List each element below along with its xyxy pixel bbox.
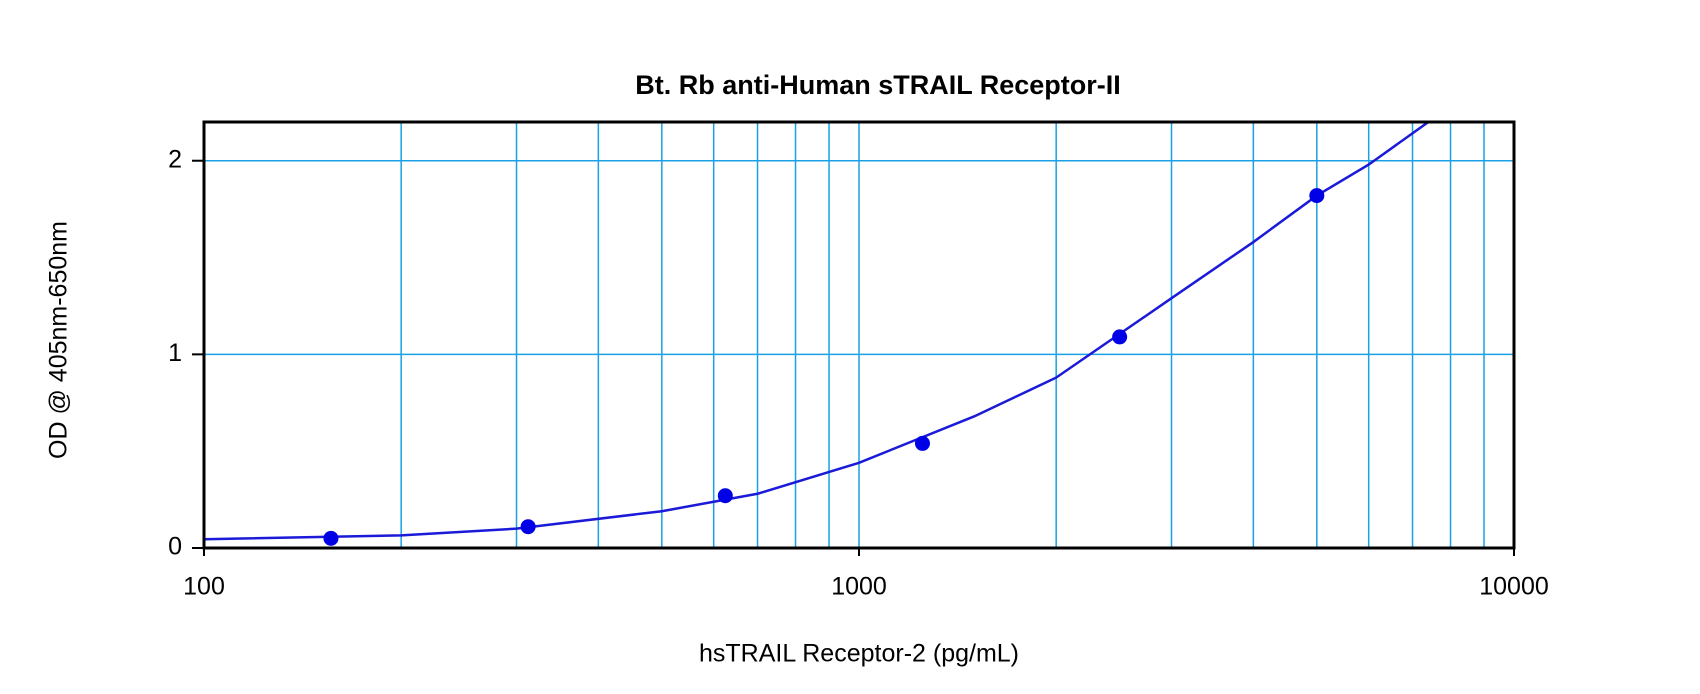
chart-title: Bt. Rb anti-Human sTRAIL Receptor-II [635,70,1121,100]
data-point [323,530,339,546]
x-tick-label: 1000 [831,573,887,601]
data-point [717,488,733,504]
x-axis-label: hsTRAIL Receptor-2 (pg/mL) [699,640,1019,668]
data-point [520,519,536,535]
x-tick-label: 100 [183,573,225,601]
plot-marks [203,120,1430,546]
y-tick-label: 1 [168,339,182,367]
y-tick-label: 0 [168,533,182,561]
data-point [914,435,930,451]
y-tick-label: 2 [168,145,182,173]
x-tick-label: 10000 [1479,573,1549,601]
data-point [1309,188,1325,204]
data-point [1112,329,1128,345]
y-axis-label: OD @ 405nm-650nm [45,221,73,459]
grid [203,122,1515,549]
